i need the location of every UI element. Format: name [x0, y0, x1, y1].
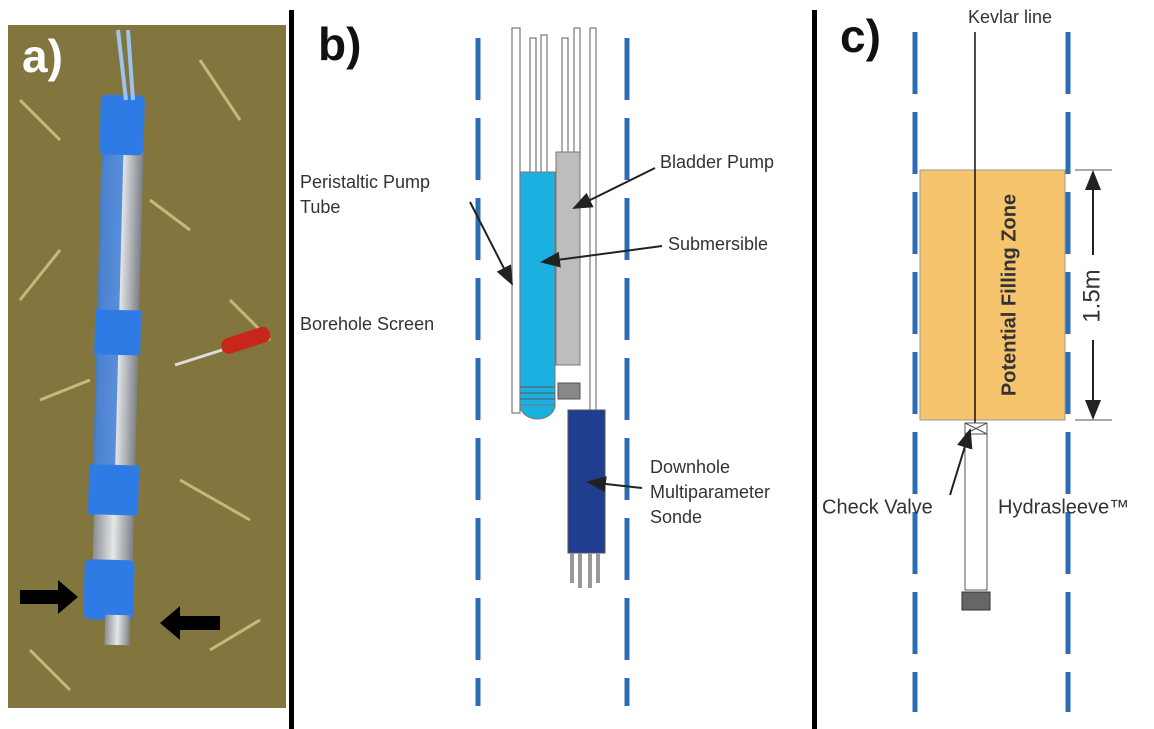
label: Peristaltic Pump — [300, 172, 430, 192]
label: Borehole Screen — [300, 314, 434, 334]
label: Bladder Pump — [660, 152, 774, 172]
tube — [590, 28, 596, 413]
panel-label: b) — [318, 18, 361, 70]
figure: a) b) Peristaltic Pump Tube Bladder Pump… — [0, 0, 1154, 729]
pump-fitting — [558, 383, 580, 399]
tube — [562, 38, 568, 158]
panel-b: b) Peristaltic Pump Tube Bladder Pump Su… — [300, 18, 774, 706]
label: Hydrasleeve™ — [998, 496, 1129, 518]
sonde-probes — [572, 553, 598, 588]
hydrasleeve — [965, 434, 987, 590]
weight — [962, 592, 990, 610]
label: Multiparameter — [650, 482, 770, 502]
pump-tip — [520, 405, 555, 419]
label: Kevlar line — [968, 7, 1052, 27]
tube — [574, 28, 580, 158]
label: Downhole — [650, 457, 730, 477]
divider — [289, 10, 294, 729]
label: Check Valve — [822, 496, 933, 518]
panel-label: c) — [840, 10, 881, 62]
tube — [530, 38, 536, 178]
panel-c: c) Potential Filling Zone 1.5m Kevlar li… — [822, 7, 1129, 712]
label: Sonde — [650, 507, 702, 527]
sonde — [568, 410, 605, 553]
arrow — [574, 168, 655, 208]
label: Tube — [300, 197, 340, 217]
dimension-label: 1.5m — [1078, 269, 1105, 322]
panel-label: a) — [22, 30, 63, 82]
tube — [541, 35, 547, 175]
label: Submersible — [668, 234, 768, 254]
photo: a) — [8, 25, 286, 708]
filling-zone — [920, 170, 1065, 420]
zone-label: Potential Filling Zone — [998, 194, 1020, 396]
divider — [812, 10, 817, 729]
tube — [512, 28, 520, 413]
submersible-pump — [520, 172, 555, 407]
